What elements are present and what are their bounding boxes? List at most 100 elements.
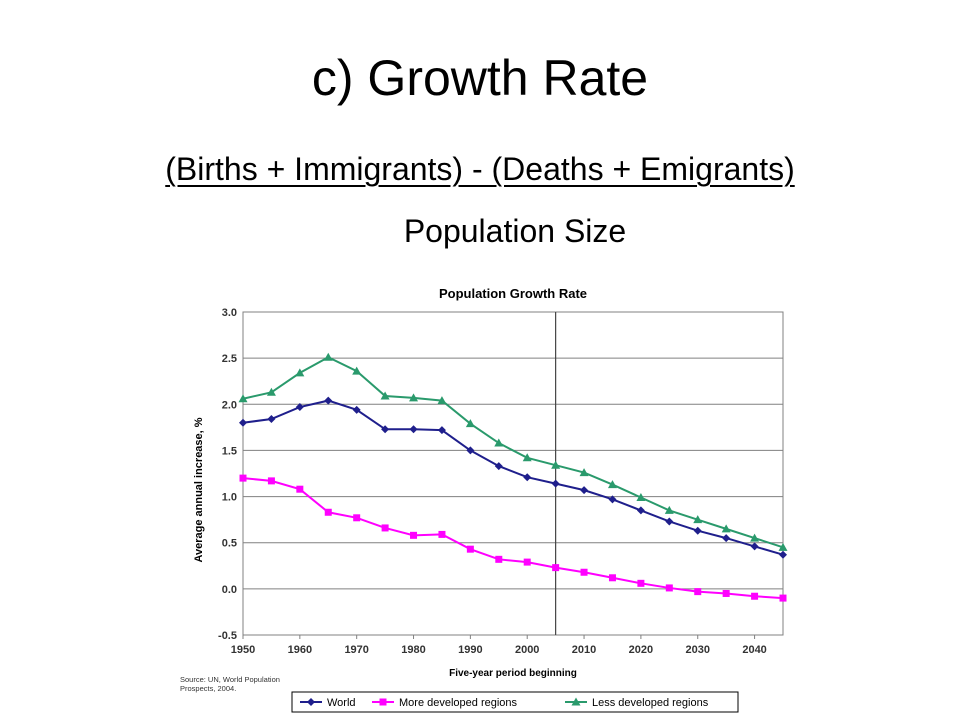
data-point [637,579,645,587]
data-point [494,462,503,471]
data-point [296,485,304,493]
y-axis-label: Average annual increase, % [193,417,205,562]
data-point [380,391,390,400]
data-point [552,564,560,572]
data-point [608,574,616,582]
y-tick-label: 1.0 [222,492,237,504]
y-tick-label: 2.0 [222,399,237,411]
data-point [751,592,759,600]
data-point [466,446,475,455]
data-point [665,584,673,592]
data-point [636,506,645,515]
legend-box [291,691,739,713]
source-note-line: Source: UN, World Population [180,675,280,684]
y-tick-label: 1.5 [222,445,237,457]
data-point [607,480,617,489]
formula-denominator: Population Size [403,213,627,249]
data-point [437,396,447,405]
data-point [523,558,531,566]
x-tick-label: 2030 [685,644,709,656]
data-point [323,352,333,361]
x-tick-label: 2020 [629,644,653,656]
data-point [580,486,589,495]
data-point [381,524,389,532]
legend-swatch-marker [571,697,581,706]
x-axis-label: Five-year period beginning [449,668,577,679]
data-point [352,366,362,375]
source-note-line: Prospects, 2004. [180,684,236,693]
data-point [722,589,730,597]
data-point [295,403,304,412]
population-growth-chart: Population Growth Rate Average annual in… [180,286,788,713]
x-tick-label: 1970 [344,644,368,656]
y-tick-label: 0.0 [222,584,237,596]
data-point [693,526,702,535]
data-point [551,460,561,469]
data-point [694,588,702,596]
data-point [352,405,361,414]
x-tick-label: 2040 [742,644,766,656]
x-tick-label: 2010 [572,644,596,656]
data-point [551,479,560,488]
y-tick-label: 0.5 [222,538,237,550]
data-point [409,393,419,402]
data-point [465,419,475,428]
data-point [239,474,247,482]
data-point [295,368,305,377]
data-point [438,530,446,538]
data-point [410,531,418,539]
data-point [580,568,588,576]
series-more-developed-regions [239,474,787,602]
x-tick-label: 1990 [458,644,482,656]
data-point [721,524,731,533]
data-point [466,545,474,553]
data-point [579,468,589,477]
data-point [266,387,276,396]
series-world [239,396,787,559]
data-point [523,473,532,482]
series-less-developed-regions [238,352,788,551]
legend-swatch-marker [379,698,387,706]
data-point [522,453,532,462]
x-tick-label: 1980 [401,644,425,656]
data-point [636,492,646,501]
formula-numerator: (Births + Immigrants) - (Deaths + Emigra… [165,151,795,187]
chart-title: Population Growth Rate [439,286,587,301]
legend-entry-label: Less developed regions [592,697,709,709]
legend-entry-label: More developed regions [399,697,518,709]
data-point [238,394,248,403]
legend-entry-label: World [327,697,356,709]
data-point [324,508,332,516]
data-point [665,517,674,526]
slide-title: c) Growth Rate [311,50,649,106]
data-point [693,515,703,524]
data-point [381,425,390,434]
x-tick-label: 2000 [515,644,539,656]
x-tick-label: 1950 [231,644,255,656]
data-point [267,477,275,485]
data-point [409,425,418,434]
series-line [242,399,784,556]
data-point [437,426,446,435]
data-point [778,542,788,551]
data-point [353,514,361,522]
y-tick-label: 2.5 [222,353,237,365]
data-point [664,505,674,514]
data-point [722,534,731,543]
y-tick-label: -0.5 [218,630,237,642]
y-tick-label: 3.0 [222,307,237,319]
data-point [779,550,787,559]
data-point [750,533,760,542]
data-point [324,396,333,405]
data-point [494,438,504,447]
data-point [495,555,503,563]
x-tick-label: 1960 [288,644,312,656]
series-line [242,477,784,600]
plot-area [242,311,784,636]
data-point [779,594,787,602]
data-point [267,415,276,424]
series-line [242,356,784,549]
legend-swatch-marker [307,698,315,706]
data-point [750,542,759,551]
